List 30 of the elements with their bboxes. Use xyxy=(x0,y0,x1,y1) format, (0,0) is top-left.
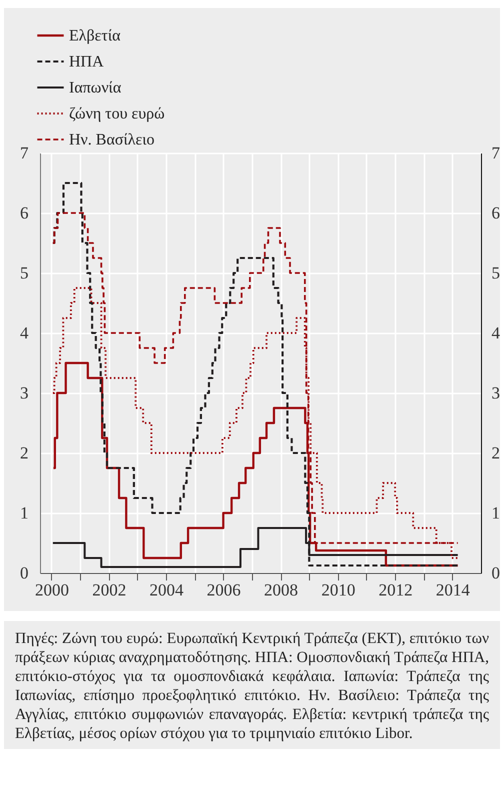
x-tick-label: 2002 xyxy=(92,580,126,600)
x-tick-label: 2012 xyxy=(378,580,413,600)
y-tick-label: 7 xyxy=(20,144,29,162)
y-tick-label: 2 xyxy=(20,444,28,462)
y2-tick-label: 3 xyxy=(492,384,500,402)
y2-tick-label: 0 xyxy=(492,564,500,582)
x-tick-label: 2004 xyxy=(150,580,184,600)
y2-tick-label: 4 xyxy=(492,324,500,342)
x-tick-label: 2010 xyxy=(321,580,356,600)
y-tick-label: 0 xyxy=(20,564,28,582)
x-tick-label: 2006 xyxy=(206,580,241,600)
x-tick-label: 2000 xyxy=(34,580,69,600)
y2-tick-label: 5 xyxy=(492,264,500,282)
legend-label: Ελβετία xyxy=(69,28,122,44)
y-tick-label: 1 xyxy=(20,504,28,522)
legend-label: ζώνη του ευρώ xyxy=(69,106,165,122)
x-tick-label: 2014 xyxy=(436,580,470,600)
legend-label: Ην. Βασίλειο xyxy=(69,132,155,148)
y-tick-label: 3 xyxy=(20,384,28,402)
y2-tick-label: 6 xyxy=(492,204,500,222)
legend-label: Ιαπωνία xyxy=(69,80,122,96)
x-tick-label: 2008 xyxy=(264,580,298,600)
y-tick-label: 4 xyxy=(20,324,29,342)
y2-tick-label: 7 xyxy=(492,144,500,162)
y2-tick-label: 2 xyxy=(492,444,500,462)
y-tick-label: 5 xyxy=(20,264,28,282)
y-tick-label: 6 xyxy=(20,204,28,222)
y2-tick-label: 1 xyxy=(492,504,500,522)
legend-label: ΗΠΑ xyxy=(69,54,104,70)
text: Πηγές: Ζώνη του ευρώ: Ευρωπαϊκή Κεντρική Τράπεζα (ΕΚΤ), επιτόκιο των πράξεων κύριας αναχρηματοδότησης. ΗΠΑ: Ομοσπονδιακή Τράπεζα ΗΠΑ, επιτόκιο-στόχος για τα ομοσπονδιακά κεφάλαια. Ιαπωνία: Τράπεζα της Ιαπωνίας, επίσημο προεξοφλητικό επιτόκιο. Ην. Βασίλειο: Τράπεζα της Αγγλίας, επιτόκιο συμφωνιών επαναγοράς. Ελβετία: κεντρική τράπεζα της Ελβετίας, μέσος ορίων στόχου για το τριμηνιαίο επιτόκιο Libor. xyxy=(15,629,489,743)
